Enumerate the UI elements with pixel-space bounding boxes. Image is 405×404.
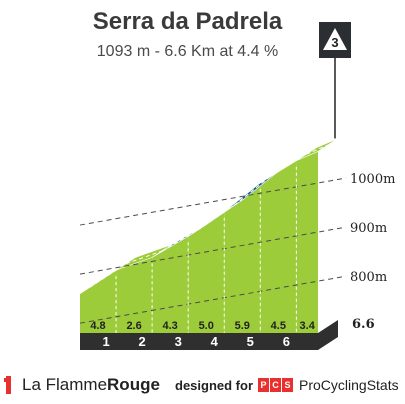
km-marker-6: 6 bbox=[283, 334, 290, 349]
category-badge-label: 3 bbox=[331, 35, 338, 50]
brand-prefix: La Flamme bbox=[22, 375, 108, 394]
segment-gradient-1: 4.8 bbox=[90, 320, 105, 332]
gridline-1000 bbox=[79, 177, 347, 226]
segment-top-7 bbox=[296, 138, 339, 162]
category-badge-triangle bbox=[323, 28, 347, 50]
profile-base-strip bbox=[80, 320, 338, 350]
segment-face-5 bbox=[224, 182, 261, 333]
segment-centerline-7 bbox=[306, 144, 329, 155]
gridline-800 bbox=[79, 275, 347, 324]
procyclingstats-label: ProCyclingStats bbox=[299, 377, 399, 393]
segment-gradient-5: 5.9 bbox=[235, 320, 250, 332]
segment-face-1 bbox=[80, 270, 117, 333]
pcs-logo-icon: P C S bbox=[258, 378, 293, 392]
pcs-logo-letter-p: P bbox=[258, 378, 269, 392]
segment-gradient-6: 4.5 bbox=[271, 320, 286, 332]
designed-for-label: designed for bbox=[175, 378, 254, 393]
gridline-label-900: 900m bbox=[350, 221, 387, 236]
gridline-label-1000: 1000m bbox=[350, 172, 395, 187]
segment-centerline-5 bbox=[233, 175, 271, 206]
segment-face-4 bbox=[188, 211, 225, 333]
km-marker-1: 1 bbox=[102, 334, 109, 349]
segment-centerline-2 bbox=[125, 250, 163, 265]
segment-face-7 bbox=[296, 151, 318, 333]
segment-gradient-3: 4.3 bbox=[163, 320, 178, 332]
chart-subtitle: 1093 m - 6.6 Km at 4.4 % bbox=[96, 43, 279, 60]
km-marker-4: 4 bbox=[211, 334, 219, 349]
gridline-label-800: 800m bbox=[350, 270, 387, 285]
segment-face-6 bbox=[260, 160, 297, 333]
km-marker-5: 5 bbox=[247, 334, 254, 349]
segment-gradient-4: 5.0 bbox=[199, 320, 214, 332]
la-flamme-rouge-icon bbox=[4, 376, 11, 394]
segment-gradient-2: 2.6 bbox=[126, 320, 141, 332]
gridline-900 bbox=[79, 226, 347, 275]
chart-title: Serra da Padrela bbox=[92, 8, 283, 35]
segment-face-2 bbox=[116, 257, 153, 333]
segment-gradient-7: 3.4 bbox=[300, 320, 316, 332]
pcs-logo-letter-c: C bbox=[270, 378, 281, 392]
brand-suffix: Rouge bbox=[107, 375, 160, 394]
km-marker-3: 3 bbox=[175, 334, 182, 349]
km-marker-2: 2 bbox=[139, 334, 146, 349]
brand-la-flamme-rouge: La FlammeRouge bbox=[22, 375, 160, 395]
distance-end-label: 6.6 bbox=[352, 317, 375, 332]
footer: La FlammeRouge designed for P C S ProCyc… bbox=[0, 373, 405, 399]
pcs-logo-letter-s: S bbox=[282, 378, 293, 392]
elevation-profile-chart: 800m 900m 1000m 1 2 3 4 5 6 6.6 4.8 2.6 4.3 5.0 5.9 4… bbox=[79, 22, 395, 350]
